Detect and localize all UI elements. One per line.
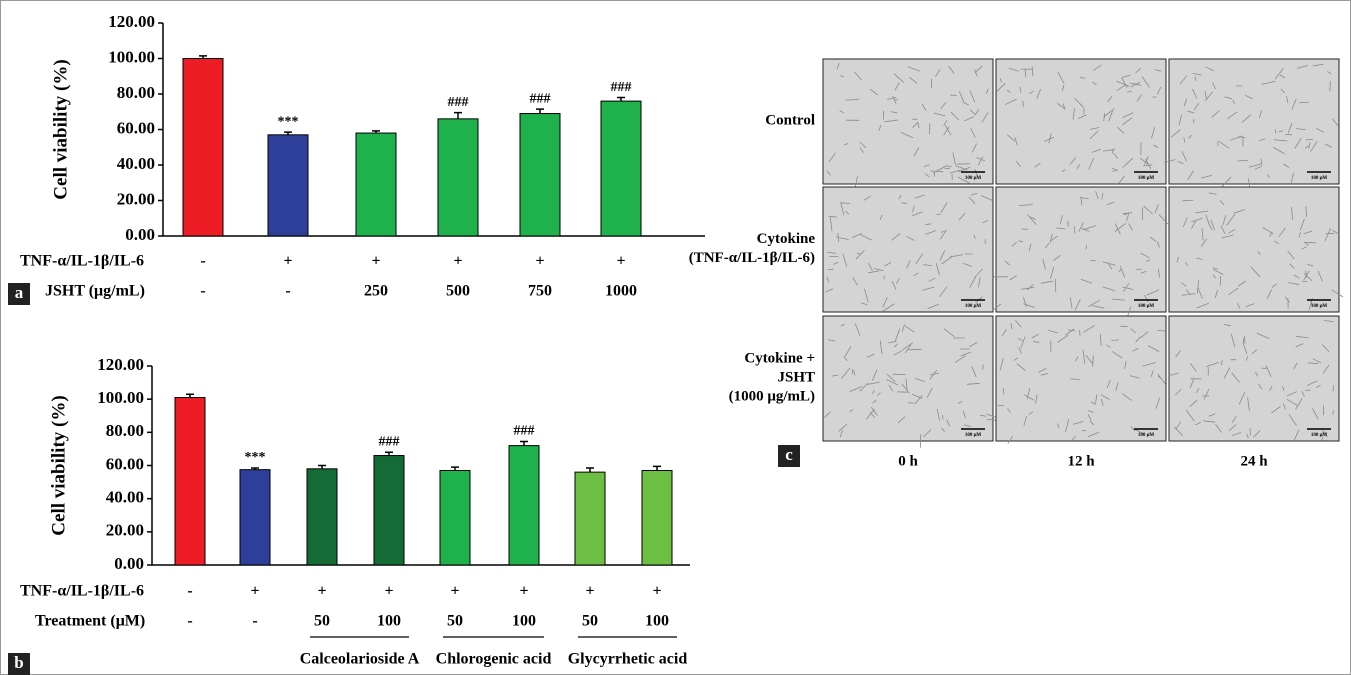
y-tick-label: 40.00 — [117, 154, 155, 173]
micrograph — [1169, 187, 1339, 312]
row-cell: + — [384, 583, 393, 600]
row-label: TNF-α/IL-1β/IL-6 — [20, 253, 144, 270]
y-tick-label: 0.00 — [114, 554, 144, 573]
y-axis-label: Cell viability (%) — [50, 59, 71, 199]
y-axis-label: Cell viability (%) — [48, 395, 69, 535]
bar — [575, 472, 605, 565]
y-tick-label: 100.00 — [108, 47, 155, 66]
scale-label: 100 μM — [1311, 433, 1328, 438]
bar — [438, 119, 478, 236]
y-tick-label: 120.00 — [108, 12, 155, 31]
row-cell: + — [283, 253, 292, 270]
significance-label: ### — [514, 424, 535, 439]
significance-label: ### — [530, 91, 551, 106]
row-cell: 50 — [582, 613, 598, 630]
row-cell: + — [453, 253, 462, 270]
row-cell: - — [187, 613, 192, 630]
bar — [240, 470, 270, 565]
row-cell: 100 — [377, 613, 401, 630]
row-cell: 100 — [645, 613, 669, 630]
significance-label: ### — [448, 95, 469, 110]
panel-label: b — [14, 653, 23, 672]
row-cell: 1000 — [605, 283, 637, 300]
scale-label: 100 μM — [1311, 304, 1328, 309]
y-tick-label: 20.00 — [117, 189, 155, 208]
bar — [268, 135, 308, 236]
scale-label: 100 μM — [965, 433, 982, 438]
bar — [601, 101, 641, 236]
group-label: Chlorogenic acid — [436, 651, 552, 668]
bar — [440, 470, 470, 565]
micrograph — [823, 187, 993, 312]
bar — [509, 446, 539, 565]
row-cell: + — [652, 583, 661, 600]
y-tick-label: 60.00 — [106, 454, 144, 473]
row-cell: + — [535, 253, 544, 270]
bar — [356, 133, 396, 236]
scale-label: 100 μM — [1311, 176, 1328, 181]
row-label: TNF-α/IL-1β/IL-6 — [20, 583, 144, 600]
y-tick-label: 60.00 — [117, 118, 155, 137]
bar — [175, 398, 205, 565]
row-label: JSHT (μg/mL) — [45, 283, 145, 300]
y-tick-label: 0.00 — [125, 225, 155, 244]
scale-label: 100 μM — [1138, 176, 1155, 181]
group-label: Calceolarioside A — [300, 651, 420, 668]
row-cell: 50 — [447, 613, 463, 630]
row-cell: 500 — [446, 283, 470, 300]
y-tick-label: 20.00 — [106, 521, 144, 540]
column-label: 0 h — [898, 453, 918, 469]
bar — [642, 470, 672, 565]
row-cell: + — [371, 253, 380, 270]
row-label: Control — [765, 113, 815, 129]
row-cell: + — [519, 583, 528, 600]
row-cell: 50 — [314, 613, 330, 630]
bar — [183, 59, 223, 237]
group-label: Glycyrrhetic acid — [568, 651, 688, 668]
significance-label: ### — [611, 80, 632, 95]
row-cell: + — [250, 583, 259, 600]
y-tick-label: 80.00 — [106, 421, 144, 440]
column-label: 24 h — [1240, 453, 1268, 469]
scale-label: 100 μM — [1138, 304, 1155, 309]
row-cell: - — [200, 253, 205, 270]
column-label: 12 h — [1067, 453, 1095, 469]
micrograph — [823, 316, 993, 441]
row-cell: - — [285, 283, 290, 300]
row-cell: + — [616, 253, 625, 270]
row-label: Treatment (μM) — [35, 613, 145, 630]
scale-label: 100 μM — [1138, 433, 1155, 438]
micrograph — [823, 59, 993, 184]
row-cell: 250 — [364, 283, 388, 300]
row-cell: 750 — [528, 283, 552, 300]
row-cell: - — [200, 283, 205, 300]
panel-label: a — [15, 283, 24, 302]
y-tick-label: 80.00 — [117, 83, 155, 102]
significance-label: *** — [245, 450, 266, 465]
significance-label: ### — [379, 434, 400, 449]
bar — [520, 114, 560, 236]
row-cell: + — [450, 583, 459, 600]
bar — [374, 456, 404, 565]
row-cell: + — [317, 583, 326, 600]
bar — [307, 469, 337, 565]
micrograph — [1169, 59, 1339, 184]
row-cell: - — [252, 613, 257, 630]
panel-label: c — [785, 445, 793, 464]
figure: 0.00 20.00 40.00 60.00 80.00 100.00 120.00 Cell… — [0, 0, 1351, 675]
y-tick-label: 100.00 — [97, 388, 144, 407]
row-cell: - — [187, 583, 192, 600]
scale-label: 100 μM — [965, 176, 982, 181]
y-tick-label: 120.00 — [97, 355, 144, 374]
row-cell: + — [585, 583, 594, 600]
y-tick-label: 40.00 — [106, 488, 144, 507]
scale-label: 100 μM — [965, 304, 982, 309]
row-cell: 100 — [512, 613, 536, 630]
significance-label: *** — [278, 114, 299, 129]
